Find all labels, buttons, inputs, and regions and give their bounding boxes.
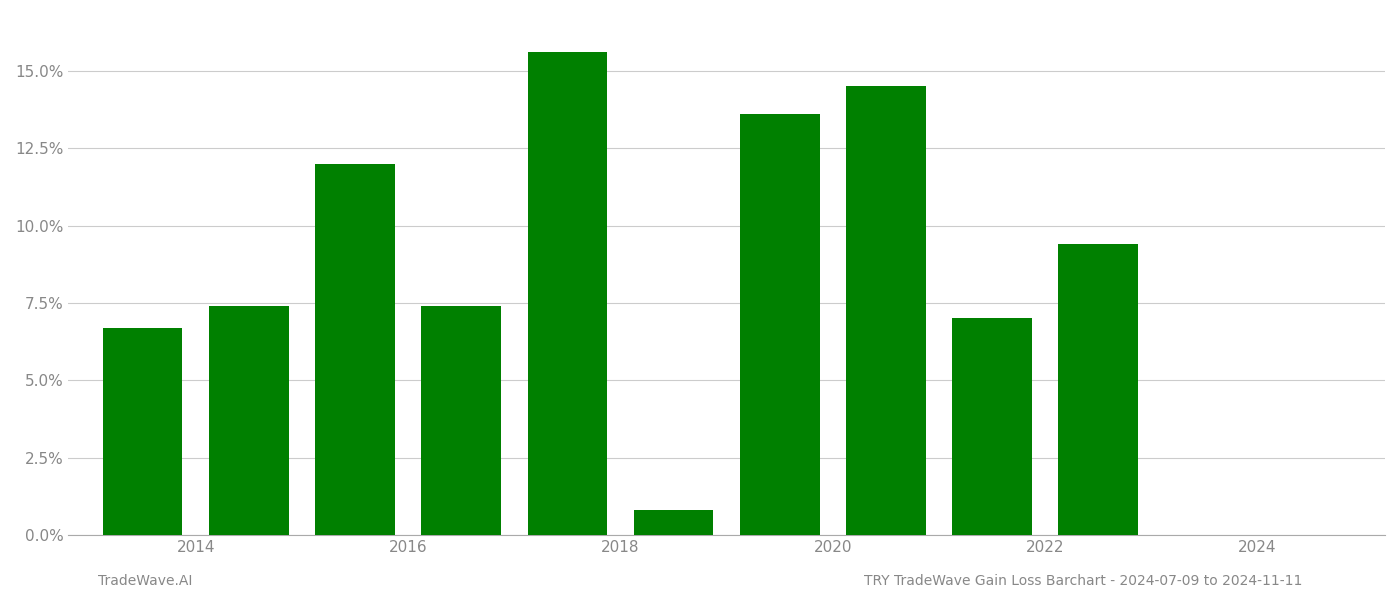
Bar <box>528 52 608 535</box>
Bar <box>421 306 501 535</box>
Bar <box>315 164 395 535</box>
Bar <box>1058 244 1138 535</box>
Text: TRY TradeWave Gain Loss Barchart - 2024-07-09 to 2024-11-11: TRY TradeWave Gain Loss Barchart - 2024-… <box>864 574 1302 588</box>
Bar <box>102 328 182 535</box>
Bar <box>739 114 819 535</box>
Bar <box>209 306 288 535</box>
Bar <box>634 511 714 535</box>
Bar <box>952 319 1032 535</box>
Text: TradeWave.AI: TradeWave.AI <box>98 574 192 588</box>
Bar <box>846 86 925 535</box>
